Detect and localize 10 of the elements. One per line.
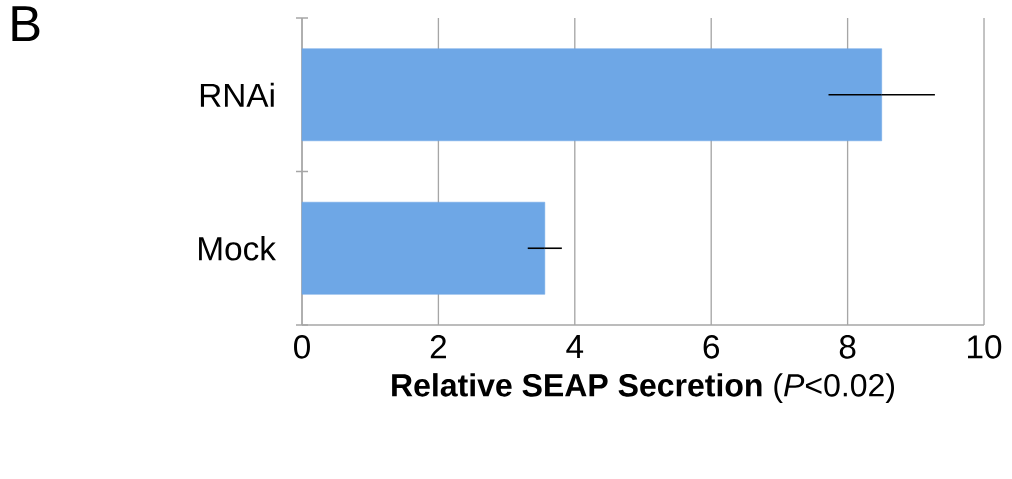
x-tick-label: 8	[839, 335, 856, 359]
x-tick-label: 4	[566, 335, 584, 358]
y-tick-label: RNAi	[200, 82, 274, 107]
x-tick-label: 0	[294, 335, 310, 359]
x-tick-label: 6	[703, 335, 719, 359]
x-axis-title: Relative SEAP Secretion (P<0.02)	[392, 373, 895, 403]
x-tick-label: 2	[430, 335, 446, 359]
text: B	[12, 6, 40, 42]
x-tick-label: 10	[968, 335, 1002, 359]
y-tick-label: Mock	[199, 236, 276, 261]
